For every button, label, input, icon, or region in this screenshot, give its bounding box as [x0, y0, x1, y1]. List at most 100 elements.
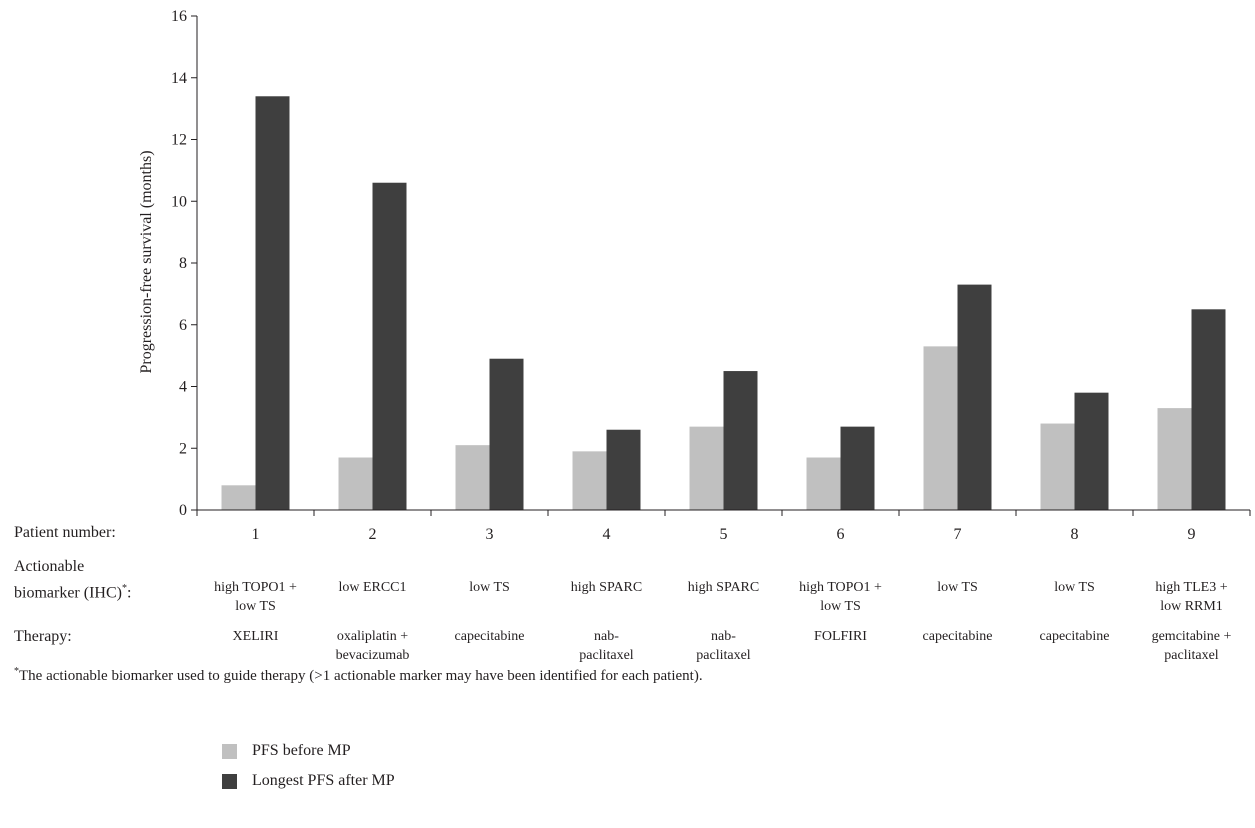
bar-before-patient-5: [689, 426, 724, 510]
therapy-cell-line-2: paclitaxel: [696, 648, 751, 663]
biomarker-label-line2: biomarker (IHC)*:: [14, 578, 131, 604]
therapy-cell-patient-4: nab-paclitaxel: [542, 627, 672, 665]
therapy-cell-patient-6: FOLFIRI: [776, 627, 906, 646]
biomarker-cell-line-1: low ERCC1: [338, 580, 407, 595]
therapy-cell-patient-3: capecitabine: [425, 627, 555, 646]
bar-before-patient-7: [923, 346, 958, 510]
therapy-cell-line-1: FOLFIRI: [814, 629, 867, 644]
therapy-cell-patient-1: XELIRI: [191, 627, 321, 646]
y-tick-label: 8: [179, 255, 187, 272]
bar-before-patient-6: [806, 457, 841, 510]
biomarker-cell-line-2: low RRM1: [1160, 599, 1223, 614]
x-tick-label-patient-6: 6: [837, 526, 845, 543]
therapy-cell-patient-2: oxaliplatin + bevacizumab: [308, 627, 438, 665]
therapy-cell-line-1: nab-: [711, 629, 736, 644]
therapy-cell-patient-9: gemcitabine + paclitaxel: [1127, 627, 1255, 665]
therapy-cell-line-1: XELIRI: [232, 629, 279, 644]
biomarker-cell-line-1: low TS: [469, 580, 510, 595]
biomarker-row-label: Actionable biomarker (IHC)*:: [14, 556, 131, 604]
x-axis: 1 2 3 4 5 6 7 8 9: [196, 509, 1251, 543]
therapy-cell-line-2: paclitaxel: [579, 648, 634, 663]
biomarker-cell-line-1: low TS: [1054, 580, 1095, 595]
bar-before-patient-1: [221, 485, 256, 510]
therapy-cell-line-1: capecitabine: [1039, 629, 1110, 644]
legend-swatch-after: [222, 773, 237, 789]
biomarker-cell-patient-1: high TOPO1 + low TS: [191, 578, 321, 616]
legend: PFS before MP Longest PFS after MP: [222, 736, 395, 796]
therapy-cell-line-1: nab-: [594, 629, 619, 644]
legend-swatch-before: [222, 743, 237, 759]
bars-group: [221, 96, 1226, 511]
legend-label-before: PFS before MP: [252, 742, 351, 759]
legend-label-after: Longest PFS after MP: [252, 772, 395, 789]
x-tick-label-patient-2: 2: [369, 526, 377, 543]
therapy-cell-line-2: bevacizumab: [335, 648, 410, 663]
y-tick-label: 14: [171, 70, 187, 87]
x-tick-label-patient-9: 9: [1188, 526, 1196, 543]
bar-after-patient-9: [1191, 309, 1226, 510]
biomarker-cell-line-1: high SPARC: [687, 580, 760, 595]
biomarker-cell-patient-8: low TS: [1010, 578, 1140, 597]
biomarker-cell-line-1: low TS: [937, 580, 978, 595]
y-tick-label: 12: [171, 132, 187, 149]
x-tick-label-patient-3: 3: [486, 526, 494, 543]
y-tick-label: 4: [179, 379, 187, 396]
bar-after-patient-3: [489, 358, 524, 510]
biomarker-cell-line-1: high TOPO1 +: [214, 580, 297, 595]
y-tick-label: 0: [179, 502, 187, 519]
footnote: *The actionable biomarker used to guide …: [14, 666, 703, 685]
biomarker-cell-patient-9: high TLE3 + low RRM1: [1127, 578, 1255, 616]
x-tick-label-patient-8: 8: [1071, 526, 1079, 543]
biomarker-cell-patient-2: low ERCC1: [308, 578, 438, 597]
therapy-row-label: Therapy:: [14, 628, 72, 645]
bar-after-patient-7: [957, 284, 992, 510]
x-tick-label-patient-5: 5: [720, 526, 728, 543]
biomarker-cell-patient-7: low TS: [893, 578, 1023, 597]
legend-item-before: PFS before MP: [222, 736, 395, 766]
biomarker-cell-patient-4: high SPARC: [542, 578, 672, 597]
x-tick-label-patient-4: 4: [603, 526, 611, 543]
biomarker-cell-line-1: high SPARC: [570, 580, 643, 595]
biomarker-cell-patient-6: high TOPO1 + low TS: [776, 578, 906, 616]
biomarker-label-sup: *: [121, 583, 127, 594]
legend-item-after: Longest PFS after MP: [222, 766, 395, 796]
y-tick-label: 10: [171, 193, 187, 210]
biomarker-cell-line-1: high TLE3 +: [1155, 580, 1228, 595]
biomarker-cell-line-2: low TS: [820, 599, 861, 614]
y-tick-label: 16: [171, 8, 187, 25]
biomarker-label-text: biomarker (IHC): [14, 584, 122, 602]
therapy-cell-patient-8: capecitabine: [1010, 627, 1140, 646]
therapy-cell-line-1: gemcitabine +: [1151, 629, 1232, 644]
patient-number-label: Patient number:: [14, 524, 116, 541]
x-tick-label-patient-7: 7: [954, 526, 962, 543]
bar-after-patient-8: [1074, 392, 1109, 510]
biomarker-cell-patient-5: high SPARC: [659, 578, 789, 597]
therapy-cell-patient-7: capecitabine: [893, 627, 1023, 646]
bar-before-patient-4: [572, 451, 607, 510]
bar-before-patient-2: [338, 457, 373, 510]
footnote-text: The actionable biomarker used to guide t…: [19, 668, 703, 684]
biomarker-label-suffix: :: [126, 584, 132, 602]
y-axis: 0 2 4 6 8 10 12 14 16: [171, 8, 198, 519]
y-tick-label: 6: [179, 317, 187, 334]
therapy-cell-line-1: oxaliplatin +: [336, 629, 409, 644]
therapy-cell-patient-5: nab-paclitaxel: [659, 627, 789, 665]
therapy-cell-line-1: capecitabine: [922, 629, 993, 644]
therapy-cell-line-2: paclitaxel: [1164, 648, 1219, 663]
bar-after-patient-4: [606, 429, 641, 510]
biomarker-cell-line-1: high TOPO1 +: [799, 580, 882, 595]
bar-before-patient-8: [1040, 423, 1075, 510]
bar-after-patient-1: [255, 96, 290, 511]
biomarker-cell-line-2: low TS: [235, 599, 276, 614]
bar-after-patient-5: [723, 371, 758, 510]
therapy-cell-line-1: capecitabine: [454, 629, 525, 644]
y-axis-label: Progression-free survival (months): [138, 150, 155, 373]
bar-after-patient-6: [840, 426, 875, 510]
footnote-mark: *: [14, 666, 19, 677]
biomarker-cell-patient-3: low TS: [425, 578, 555, 597]
biomarker-label-line1: Actionable: [14, 558, 85, 575]
x-tick-label-patient-1: 1: [252, 526, 260, 543]
y-tick-label: 2: [179, 440, 187, 457]
bar-after-patient-2: [372, 182, 407, 510]
